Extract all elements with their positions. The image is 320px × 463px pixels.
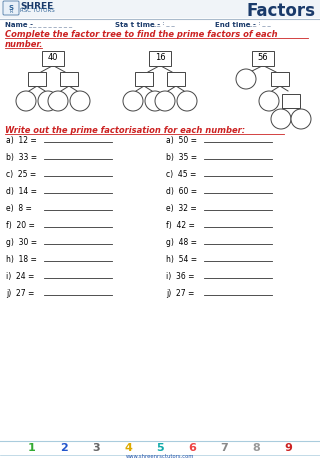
- FancyBboxPatch shape: [271, 72, 289, 86]
- Text: b)  33 =: b) 33 =: [6, 153, 37, 162]
- Text: SHREE: SHREE: [20, 2, 53, 11]
- Text: _ _ : _ _: _ _ : _ _: [248, 22, 271, 27]
- Text: number.: number.: [5, 40, 44, 49]
- FancyBboxPatch shape: [252, 50, 274, 65]
- Text: RSC TUTORS: RSC TUTORS: [20, 8, 55, 13]
- Text: c)  45 =: c) 45 =: [166, 170, 196, 179]
- Circle shape: [70, 91, 90, 111]
- Text: Sta t time -: Sta t time -: [115, 22, 160, 28]
- Text: 9: 9: [284, 443, 292, 453]
- Text: e)  8 =: e) 8 =: [6, 204, 32, 213]
- Text: d)  14 =: d) 14 =: [6, 187, 37, 196]
- FancyBboxPatch shape: [0, 0, 320, 18]
- FancyBboxPatch shape: [135, 72, 153, 86]
- Text: g)  48 =: g) 48 =: [166, 238, 197, 247]
- FancyBboxPatch shape: [282, 94, 300, 108]
- Text: Write out the prime factorisation for each number:: Write out the prime factorisation for ea…: [5, 126, 245, 135]
- Text: h)  54 =: h) 54 =: [166, 255, 197, 264]
- Text: a)  12 =: a) 12 =: [6, 136, 37, 145]
- Circle shape: [48, 91, 68, 111]
- FancyBboxPatch shape: [28, 72, 46, 86]
- Text: f)  20 =: f) 20 =: [6, 221, 35, 230]
- Circle shape: [291, 109, 311, 129]
- Text: i)  24 =: i) 24 =: [6, 272, 34, 281]
- Text: Factors: Factors: [247, 2, 316, 20]
- Text: Complete the factor tree to find the prime factors of each: Complete the factor tree to find the pri…: [5, 30, 278, 39]
- Text: 3: 3: [92, 443, 100, 453]
- Text: 1: 1: [28, 443, 36, 453]
- Text: _ _ _ _ _ _ _ _ _: _ _ _ _ _ _ _ _ _: [28, 22, 72, 27]
- Text: 4: 4: [124, 443, 132, 453]
- Text: 16: 16: [155, 54, 165, 63]
- Text: www.shreenrsctutors.com: www.shreenrsctutors.com: [126, 454, 194, 459]
- Text: c)  25 =: c) 25 =: [6, 170, 36, 179]
- Text: 7: 7: [220, 443, 228, 453]
- Text: g)  30 =: g) 30 =: [6, 238, 37, 247]
- Text: j)  27 =: j) 27 =: [166, 289, 194, 298]
- FancyBboxPatch shape: [60, 72, 78, 86]
- Text: S: S: [9, 5, 13, 11]
- Text: R: R: [9, 9, 13, 14]
- Text: 5: 5: [156, 443, 164, 453]
- Text: b)  35 =: b) 35 =: [166, 153, 197, 162]
- Text: 2: 2: [60, 443, 68, 453]
- Text: End time -: End time -: [215, 22, 256, 28]
- Text: 40: 40: [48, 54, 58, 63]
- Circle shape: [155, 91, 175, 111]
- Text: j)  27 =: j) 27 =: [6, 289, 34, 298]
- Text: _ _ : _ _: _ _ : _ _: [152, 22, 175, 27]
- Circle shape: [16, 91, 36, 111]
- Text: 56: 56: [258, 54, 268, 63]
- Text: a)  50 =: a) 50 =: [166, 136, 197, 145]
- Circle shape: [259, 91, 279, 111]
- Circle shape: [236, 69, 256, 89]
- FancyBboxPatch shape: [167, 72, 185, 86]
- Text: Name -: Name -: [5, 22, 33, 28]
- FancyBboxPatch shape: [42, 50, 64, 65]
- Text: d)  60 =: d) 60 =: [166, 187, 197, 196]
- Text: i)  36 =: i) 36 =: [166, 272, 195, 281]
- Text: e)  32 =: e) 32 =: [166, 204, 197, 213]
- Text: 6: 6: [188, 443, 196, 453]
- Circle shape: [271, 109, 291, 129]
- Circle shape: [38, 91, 58, 111]
- Circle shape: [145, 91, 165, 111]
- Circle shape: [123, 91, 143, 111]
- FancyBboxPatch shape: [3, 1, 19, 15]
- Text: h)  18 =: h) 18 =: [6, 255, 37, 264]
- Circle shape: [177, 91, 197, 111]
- Text: f)  42 =: f) 42 =: [166, 221, 195, 230]
- FancyBboxPatch shape: [149, 50, 171, 65]
- Text: 8: 8: [252, 443, 260, 453]
